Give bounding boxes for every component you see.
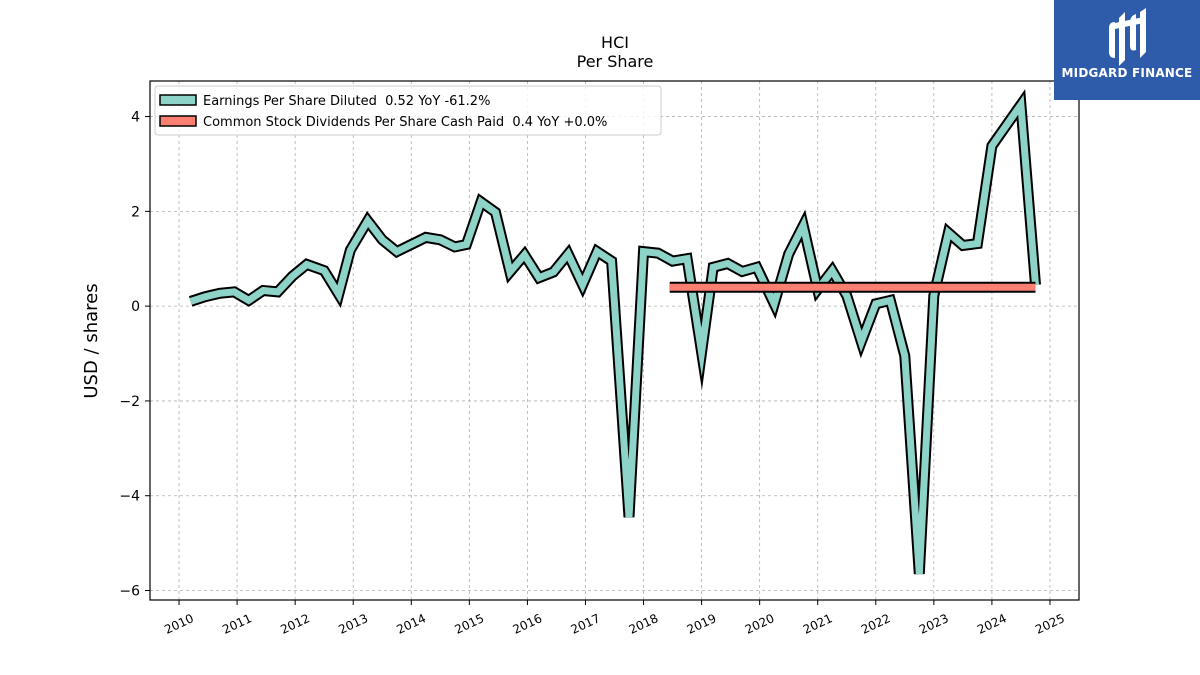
chart-title: HCI	[601, 33, 629, 52]
brand-logo: MIDGARD FINANCE	[1054, 0, 1200, 100]
x-tick-label: 2011	[220, 611, 254, 637]
x-tick-label: 2013	[336, 611, 370, 637]
x-tick-label: 2025	[1033, 611, 1067, 637]
x-tick-label: 2016	[511, 611, 545, 637]
brand-mark-icon	[1109, 8, 1146, 66]
legend-swatch-eps	[159, 94, 197, 106]
y-tick-label: 2	[131, 204, 140, 220]
legend-swatch-dividends	[159, 115, 197, 127]
x-tick-label: 2022	[859, 611, 893, 637]
x-tick-label: 2020	[743, 611, 777, 637]
legend-label-eps: Earnings Per Share Diluted 0.52 YoY -61.…	[203, 94, 490, 109]
x-tick-label: 2017	[569, 611, 603, 637]
x-tick-label: 2014	[394, 611, 428, 637]
x-tick-label: 2015	[453, 611, 487, 637]
y-tick-label: 4	[131, 110, 140, 126]
legend-box	[154, 85, 662, 136]
x-tick-label: 2024	[975, 611, 1009, 637]
x-tick-label: 2019	[685, 611, 719, 637]
y-axis-label: USD / shares	[81, 283, 102, 398]
y-tick-label: −6	[119, 584, 140, 600]
x-tick-label: 2010	[162, 611, 196, 637]
y-tick-label: 0	[131, 299, 140, 315]
y-tick-label: −2	[119, 394, 140, 410]
brand-name: MIDGARD FINANCE	[1061, 66, 1193, 80]
series-layer	[188, 89, 1041, 575]
series-0-outline	[188, 89, 1041, 575]
series-0-line	[189, 94, 1039, 575]
plot-frame	[149, 80, 1080, 601]
x-tick-label: 2018	[627, 611, 661, 637]
legend-label-dividends: Common Stock Dividends Per Share Cash Pa…	[203, 115, 607, 130]
y-tick-label: −4	[119, 489, 140, 505]
chart-subtitle: Per Share	[577, 52, 654, 71]
x-tick-label: 2021	[801, 611, 835, 637]
x-tick-label: 2012	[278, 611, 312, 637]
legend: Earnings Per Share Diluted 0.52 YoY -61.…	[154, 85, 662, 136]
x-tick-label: 2023	[917, 611, 951, 637]
